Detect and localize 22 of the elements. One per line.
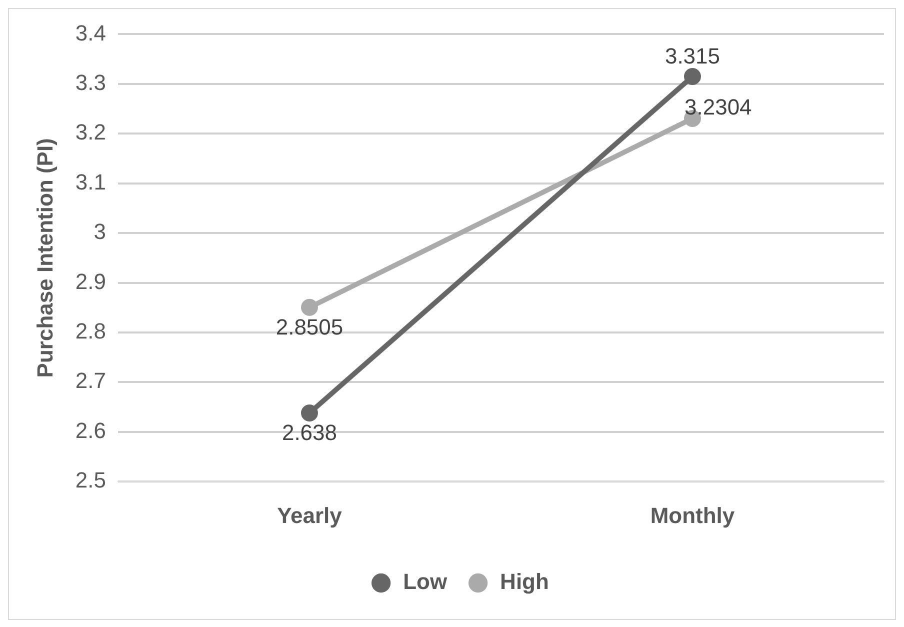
y-tick-label: 3 (94, 219, 106, 244)
data-label: 2.638 (282, 420, 338, 446)
point (684, 68, 701, 85)
point (300, 404, 318, 422)
legend-label: High (500, 569, 549, 594)
y-axis-title: Purchase Intention (PI) (32, 138, 58, 378)
y-tick-label: 2.8 (75, 318, 106, 344)
x-tick-label: Yearly (277, 502, 343, 528)
y-tick-label: 2.7 (75, 368, 106, 394)
y-tick-label: 2.5 (75, 468, 106, 493)
data-label: 3.2304 (684, 94, 752, 120)
y-tick-label: 3.1 (75, 169, 106, 194)
y-tick-label: 2.9 (75, 268, 106, 294)
x-tick-label: Monthly (650, 502, 736, 528)
data-label: 2.8505 (276, 314, 344, 340)
y-tick-label: 2.6 (75, 418, 106, 443)
legend-label: Low (403, 569, 448, 594)
y-tick-label: 3.3 (75, 70, 106, 95)
y-tick-label: 3.2 (75, 120, 106, 145)
point (300, 298, 318, 316)
y-tick-label: 3.4 (75, 20, 106, 46)
data-label: 3.315 (664, 44, 720, 69)
